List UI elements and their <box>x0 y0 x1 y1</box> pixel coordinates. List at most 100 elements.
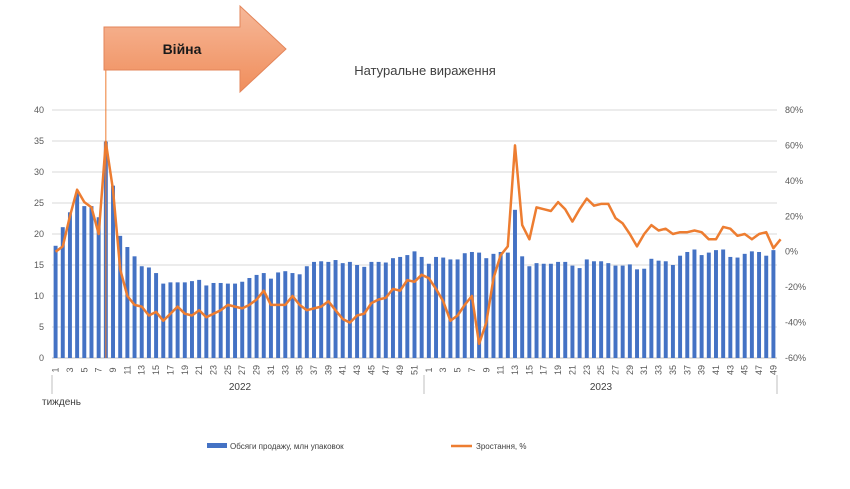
bar-sales <box>261 273 266 358</box>
x-axis-tick-label: 3 <box>65 367 75 372</box>
left-axis-tick-label: 10 <box>34 291 44 301</box>
x-axis-tick-label: 37 <box>682 365 692 375</box>
x-axis-tick-label: 47 <box>754 365 764 375</box>
x-axis-tick-label: 41 <box>338 365 348 375</box>
bar-sales <box>670 265 675 358</box>
bar-sales <box>225 283 230 358</box>
x-axis-tick-label: 27 <box>610 365 620 375</box>
right-axis-tick-label: 80% <box>785 105 803 115</box>
bar-sales <box>419 256 424 358</box>
bar-sales <box>699 255 704 358</box>
bar-sales <box>376 261 381 358</box>
bar-sales <box>312 261 316 358</box>
x-axis-tick-label: 43 <box>725 365 735 375</box>
bar-sales <box>692 249 697 358</box>
x-axis-title: тиждень <box>42 397 81 408</box>
bar-sales <box>218 282 223 358</box>
left-axis-tick-label: 20 <box>34 229 44 239</box>
bar-sales <box>534 263 539 358</box>
x-axis-tick-label: 41 <box>711 365 721 375</box>
x-axis-tick-label: 3 <box>438 367 448 372</box>
x-axis-tick-label: 9 <box>108 367 118 372</box>
x-axis-tick-label: 19 <box>553 365 563 375</box>
bar-sales <box>82 206 87 358</box>
bar-sales <box>563 261 568 358</box>
right-axis-tick-label: -20% <box>785 282 806 292</box>
line-series-growth <box>54 140 782 346</box>
x-axis-tick-label: 23 <box>582 365 592 375</box>
bar-sales <box>240 281 245 358</box>
bar-sales <box>268 278 273 358</box>
right-axis-tick-label: 20% <box>785 211 803 221</box>
x-axis-tick-label: 13 <box>510 365 520 375</box>
right-axis-ticks: -60% -40% -20% 0% 20% 40% 60% 80% <box>785 105 806 363</box>
x-axis-tick-label: 33 <box>654 365 664 375</box>
x-axis-tick-label: 27 <box>237 365 247 375</box>
bar-sales <box>613 265 618 358</box>
legend-label-sales: Обсяги продажу, млн упаковок <box>230 442 344 451</box>
bar-sales <box>728 256 733 358</box>
bar-sales <box>233 283 238 358</box>
bar-sales <box>60 227 65 358</box>
bar-sales <box>548 263 553 358</box>
bar-sales <box>591 261 596 358</box>
bar-sales <box>477 252 482 358</box>
bar-sales <box>125 247 130 358</box>
bar-sales <box>197 279 202 358</box>
x-axis-tick-label: 17 <box>165 365 175 375</box>
bar-sales <box>764 255 769 358</box>
gridlines <box>52 109 777 359</box>
bar-sales <box>426 263 431 358</box>
x-axis-tick-label: 1 <box>51 367 61 372</box>
bar-sales <box>484 258 489 358</box>
x-axis-tick-label: 29 <box>252 365 262 375</box>
bar-sales <box>283 271 288 358</box>
bar-sales <box>132 256 137 358</box>
x-axis-tick-label: 25 <box>596 365 606 375</box>
bar-sales <box>527 266 532 358</box>
bar-sales <box>175 282 180 358</box>
x-axis-tick-label: 51 <box>410 365 420 375</box>
x-axis-tick-label: 21 <box>567 365 577 375</box>
bar-sales <box>627 264 632 358</box>
bar-sales <box>297 274 302 358</box>
x-axis-tick-label: 13 <box>137 365 147 375</box>
bar-sales <box>749 251 754 358</box>
bar-sales <box>290 273 295 358</box>
x-axis-tick-label: 37 <box>309 365 319 375</box>
bar-sales <box>118 235 123 358</box>
x-axis-tick-label: 17 <box>539 365 549 375</box>
bar-sales <box>247 278 252 358</box>
x-axis-tick-label: 25 <box>223 365 233 375</box>
x-axis-tick-label: 7 <box>467 367 477 372</box>
x-axis-tick-label: 35 <box>295 365 305 375</box>
bar-sales <box>434 256 439 358</box>
x-axis-tick-label: 45 <box>740 365 750 375</box>
x-axis-tick-label: 5 <box>79 367 89 372</box>
bar-sales <box>441 257 446 358</box>
bar-sales <box>570 265 575 358</box>
x-axis-tick-label: 7 <box>94 367 104 372</box>
x-axis-tick-label: 23 <box>209 365 219 375</box>
right-axis-tick-label: 0% <box>785 247 798 257</box>
x-axis-tick-label: 39 <box>697 365 707 375</box>
legend-label-growth: Зростання, % <box>476 442 526 451</box>
bar-sales <box>347 261 352 358</box>
left-axis-tick-label: 0 <box>39 353 44 363</box>
bar-sales <box>556 261 561 358</box>
x-axis-tick-label: 11 <box>496 365 506 374</box>
bar-sales <box>735 257 740 358</box>
x-axis-tick-label: 15 <box>151 365 161 375</box>
bar-sales <box>663 261 668 358</box>
bar-sales <box>67 212 72 358</box>
x-axis-tick-label: 35 <box>668 365 678 375</box>
bar-sales <box>204 285 209 358</box>
legend-swatch-sales <box>207 443 227 448</box>
war-arrow-shape <box>103 4 287 94</box>
bar-sales <box>742 253 747 358</box>
x-axis-tick-label: 11 <box>122 365 132 374</box>
chart-title: Натуральне вираження <box>354 63 496 78</box>
bar-sales <box>139 266 144 358</box>
bar-sales <box>276 272 281 358</box>
